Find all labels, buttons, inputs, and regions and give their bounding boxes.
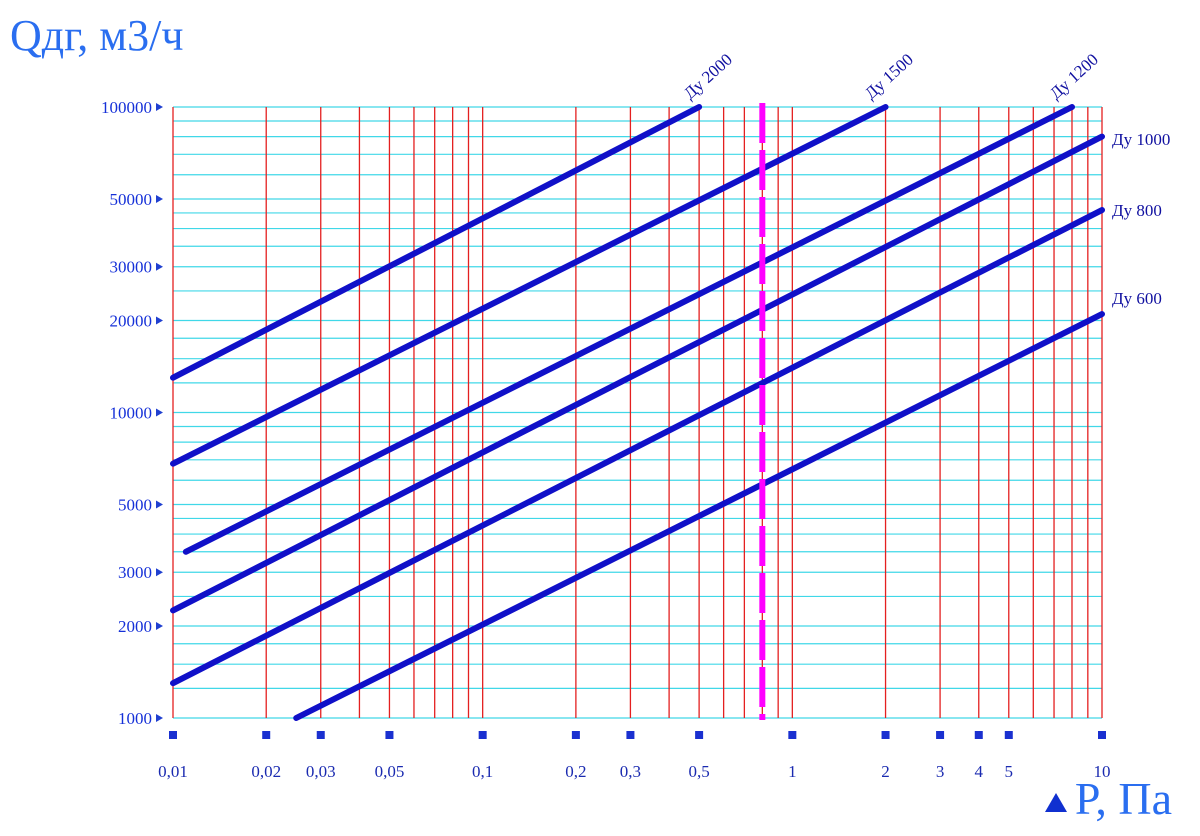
x-tick: 0,5 (688, 731, 710, 781)
x-tick-label: 0,5 (688, 762, 709, 781)
y-tick-marker (156, 622, 163, 631)
x-tick-marker (1098, 731, 1106, 739)
x-tick-marker (974, 731, 983, 739)
y-tick-label: 50000 (110, 190, 153, 209)
x-tick-label: 3 (936, 762, 945, 781)
y-tick-marker (156, 500, 163, 509)
series-label: Ду 1500 (861, 50, 917, 103)
y-tick: 2000 (118, 617, 163, 636)
x-tick: 0,05 (375, 731, 405, 781)
series-line (170, 104, 889, 467)
x-tick-marker (385, 731, 394, 739)
y-tick: 5000 (118, 495, 163, 514)
y-tick-marker (156, 316, 163, 325)
x-tick: 3 (936, 731, 945, 781)
series-line (170, 133, 1105, 614)
y-tick-marker (156, 568, 163, 577)
x-axis-title: P, Па (1044, 772, 1172, 825)
series-line (182, 104, 1075, 555)
x-tick-marker (262, 731, 271, 739)
y-tick-label: 3000 (118, 563, 152, 582)
series-label: Ду 2000 (680, 50, 736, 103)
y-tick-marker (156, 408, 163, 417)
x-tick-marker (478, 731, 487, 739)
y-tick-marker (156, 714, 163, 722)
y-tick-label: 30000 (110, 258, 153, 277)
y-tick-marker (156, 194, 163, 203)
x-tick: 4 (975, 731, 984, 781)
series-label: Ду 800 (1112, 201, 1162, 220)
series-line (293, 311, 1105, 721)
x-tick: 0,02 (251, 731, 281, 781)
horizontal-grid (173, 106, 1102, 719)
x-tick: 0,3 (620, 731, 641, 781)
x-tick: 0,1 (472, 731, 493, 781)
series-line (170, 104, 703, 381)
x-tick-marker (936, 731, 945, 739)
x-tick-label: 10 (1094, 762, 1111, 781)
y-tick: 100000 (101, 98, 163, 117)
x-tick: 0,01 (158, 731, 188, 781)
x-tick-label: 5 (1005, 762, 1014, 781)
series-Ду-1000 (170, 133, 1105, 614)
series-Ду-800 (170, 207, 1105, 687)
x-tick-label: 0,02 (251, 762, 281, 781)
series-Ду-2000 (170, 104, 703, 381)
x-tick-marker (169, 731, 177, 739)
x-tick-label: 0,1 (472, 762, 493, 781)
y-tick: 10000 (110, 404, 163, 423)
x-tick-marker (571, 731, 580, 739)
x-tick: 10 (1094, 731, 1111, 781)
x-axis-title-text: P, Па (1074, 773, 1172, 824)
x-tick-marker (695, 731, 704, 739)
y-tick-label: 1000 (118, 709, 152, 728)
x-tick: 0,2 (565, 731, 587, 781)
x-tick-marker (1004, 731, 1013, 739)
y-tick-label: 2000 (118, 617, 152, 636)
series-Ду-1500 (170, 104, 889, 467)
y-tick-label: 5000 (118, 495, 152, 514)
x-tick-label: 2 (881, 762, 890, 781)
y-tick-label: 100000 (101, 98, 152, 117)
x-tick-label: 1 (788, 762, 797, 781)
y-tick-marker (156, 262, 163, 271)
y-tick-label: 20000 (110, 312, 153, 331)
y-tick: 50000 (110, 190, 163, 209)
y-tick: 20000 (110, 312, 163, 331)
y-axis-title: Qдг, м3/ч (10, 11, 184, 60)
y-tick: 3000 (118, 563, 163, 582)
x-tick: 2 (881, 731, 890, 781)
x-tick-label: 0,05 (375, 762, 405, 781)
x-tick-label: 0,2 (565, 762, 586, 781)
x-tick-label: 0,3 (620, 762, 641, 781)
x-tick-marker (788, 731, 797, 739)
series-label: Ду 1200 (1046, 50, 1102, 103)
series-label: Ду 600 (1112, 289, 1162, 308)
series-Ду-600 (293, 311, 1105, 721)
x-tick-label: 0,03 (306, 762, 336, 781)
series-Ду-1200 (182, 104, 1075, 555)
series-line (170, 207, 1105, 687)
y-tick: 1000 (118, 709, 163, 728)
series-label: Ду 1000 (1112, 130, 1170, 149)
y-tick: 30000 (110, 258, 163, 277)
delta-triangle-icon (1044, 793, 1067, 812)
x-tick-marker (626, 731, 635, 739)
x-tick: 5 (1004, 731, 1014, 781)
x-tick-label: 4 (975, 762, 984, 781)
y-tick-marker (156, 103, 163, 111)
x-tick-marker (316, 731, 325, 739)
x-tick: 1 (788, 731, 797, 781)
x-tick: 0,03 (306, 731, 336, 781)
x-tick-marker (881, 731, 890, 739)
y-tick-label: 10000 (110, 404, 153, 423)
x-tick-label: 0,01 (158, 762, 188, 781)
